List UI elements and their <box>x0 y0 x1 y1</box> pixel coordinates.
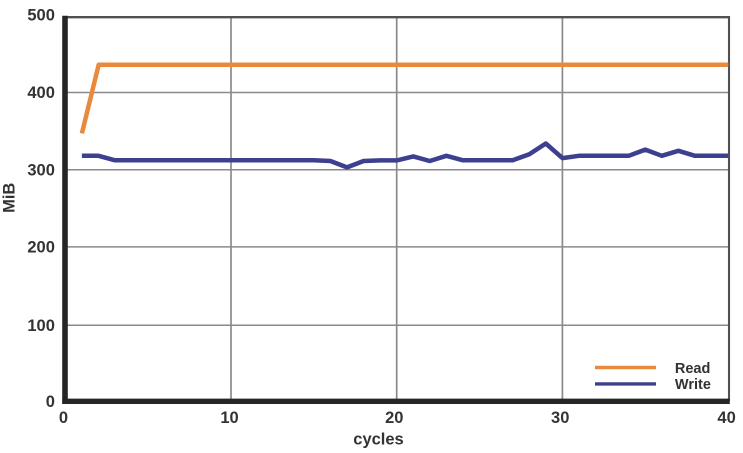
svg-text:500: 500 <box>27 7 55 25</box>
svg-text:Write: Write <box>675 377 711 393</box>
svg-text:cycles: cycles <box>353 431 403 449</box>
svg-text:40: 40 <box>717 409 735 427</box>
svg-text:400: 400 <box>27 84 55 102</box>
svg-text:0: 0 <box>46 393 55 411</box>
svg-text:0: 0 <box>59 409 68 427</box>
svg-text:100: 100 <box>27 317 55 335</box>
svg-text:Read: Read <box>675 361 710 377</box>
svg-text:20: 20 <box>385 409 403 427</box>
svg-text:200: 200 <box>27 239 55 257</box>
svg-text:MiB: MiB <box>1 183 19 213</box>
svg-text:10: 10 <box>220 409 238 427</box>
svg-text:30: 30 <box>551 409 569 427</box>
svg-text:300: 300 <box>27 162 55 180</box>
